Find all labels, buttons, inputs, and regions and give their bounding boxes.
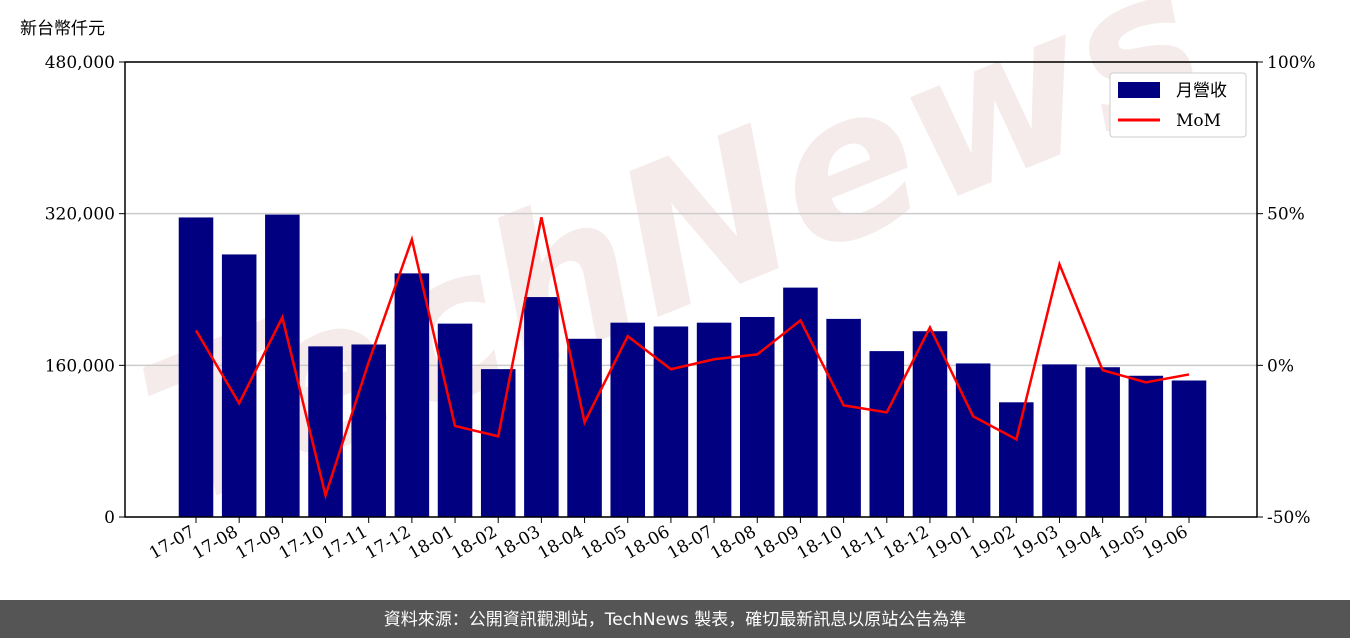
- x-tick-label: 17-12: [362, 522, 414, 564]
- y-tick-label: 0: [104, 508, 115, 528]
- y2-tick-label: 100%: [1267, 53, 1316, 73]
- x-tick-label: 18-05: [578, 522, 630, 564]
- bar: [351, 344, 386, 517]
- legend-swatch: [1118, 82, 1160, 98]
- x-tick-label: 17-10: [276, 522, 328, 564]
- bar: [480, 369, 516, 517]
- y2-tick-label: 50%: [1267, 205, 1305, 225]
- x-tick-label: 18-09: [750, 522, 802, 564]
- bar: [696, 322, 732, 517]
- x-tick-label: 18-07: [664, 522, 716, 564]
- x-tick-label: 18-12: [880, 522, 932, 564]
- bar: [524, 297, 559, 517]
- legend-label: MoM: [1176, 111, 1221, 131]
- y-tick-label: 480,000: [45, 53, 115, 73]
- bar: [912, 331, 948, 517]
- bar: [178, 217, 214, 518]
- x-tick-label: 18-03: [491, 522, 543, 564]
- bar: [653, 326, 689, 517]
- bar: [437, 323, 473, 517]
- bar: [783, 287, 818, 517]
- x-tick-label: 18-08: [707, 522, 759, 564]
- y2-tick-label: -50%: [1267, 508, 1311, 528]
- x-tick-label: 18-02: [448, 522, 500, 564]
- y-axis-label: 新台幣仟元: [20, 19, 105, 39]
- footer-bar: [0, 600, 1350, 638]
- y-tick-label: 320,000: [45, 205, 115, 225]
- x-tick-label: 18-04: [535, 522, 587, 564]
- x-tick-label: 19-04: [1053, 522, 1105, 564]
- bar: [955, 363, 991, 517]
- bar: [394, 273, 430, 517]
- x-tick-label: 18-11: [837, 522, 889, 564]
- bar: [221, 254, 257, 518]
- bar: [1085, 367, 1120, 517]
- x-tick-label: 19-02: [966, 522, 1018, 564]
- line: [194, 217, 1190, 501]
- x-tick-label: 17-11: [319, 522, 371, 564]
- bar: [826, 318, 861, 517]
- y2-tick-label: 0%: [1267, 356, 1294, 376]
- bar: [999, 402, 1034, 517]
- x-tick-label: 18-01: [405, 522, 457, 564]
- bar: [308, 346, 343, 517]
- y-tick-label: 160,000: [45, 356, 115, 376]
- bar: [739, 316, 775, 517]
- x-tick-label: 19-01: [923, 522, 975, 564]
- bar: [1128, 375, 1164, 517]
- plot-frame: [124, 61, 1258, 518]
- x-tick-label: 18-06: [621, 522, 673, 564]
- bar: [869, 351, 905, 517]
- legend-label: 月營收: [1176, 81, 1227, 101]
- x-tick-label: 19-06: [1139, 522, 1191, 564]
- bar: [1042, 364, 1077, 517]
- x-tick-label: 19-03: [1010, 522, 1062, 564]
- bar: [1171, 380, 1207, 517]
- x-tick-label: 19-05: [1096, 522, 1148, 564]
- x-tick-label: 17-07: [146, 522, 198, 564]
- x-tick-label: 18-10: [794, 522, 846, 564]
- footer-text: 資料來源：公開資訊觀測站，TechNews 製表，確切最新訊息以原站公告為準: [384, 610, 966, 630]
- bar: [610, 322, 646, 517]
